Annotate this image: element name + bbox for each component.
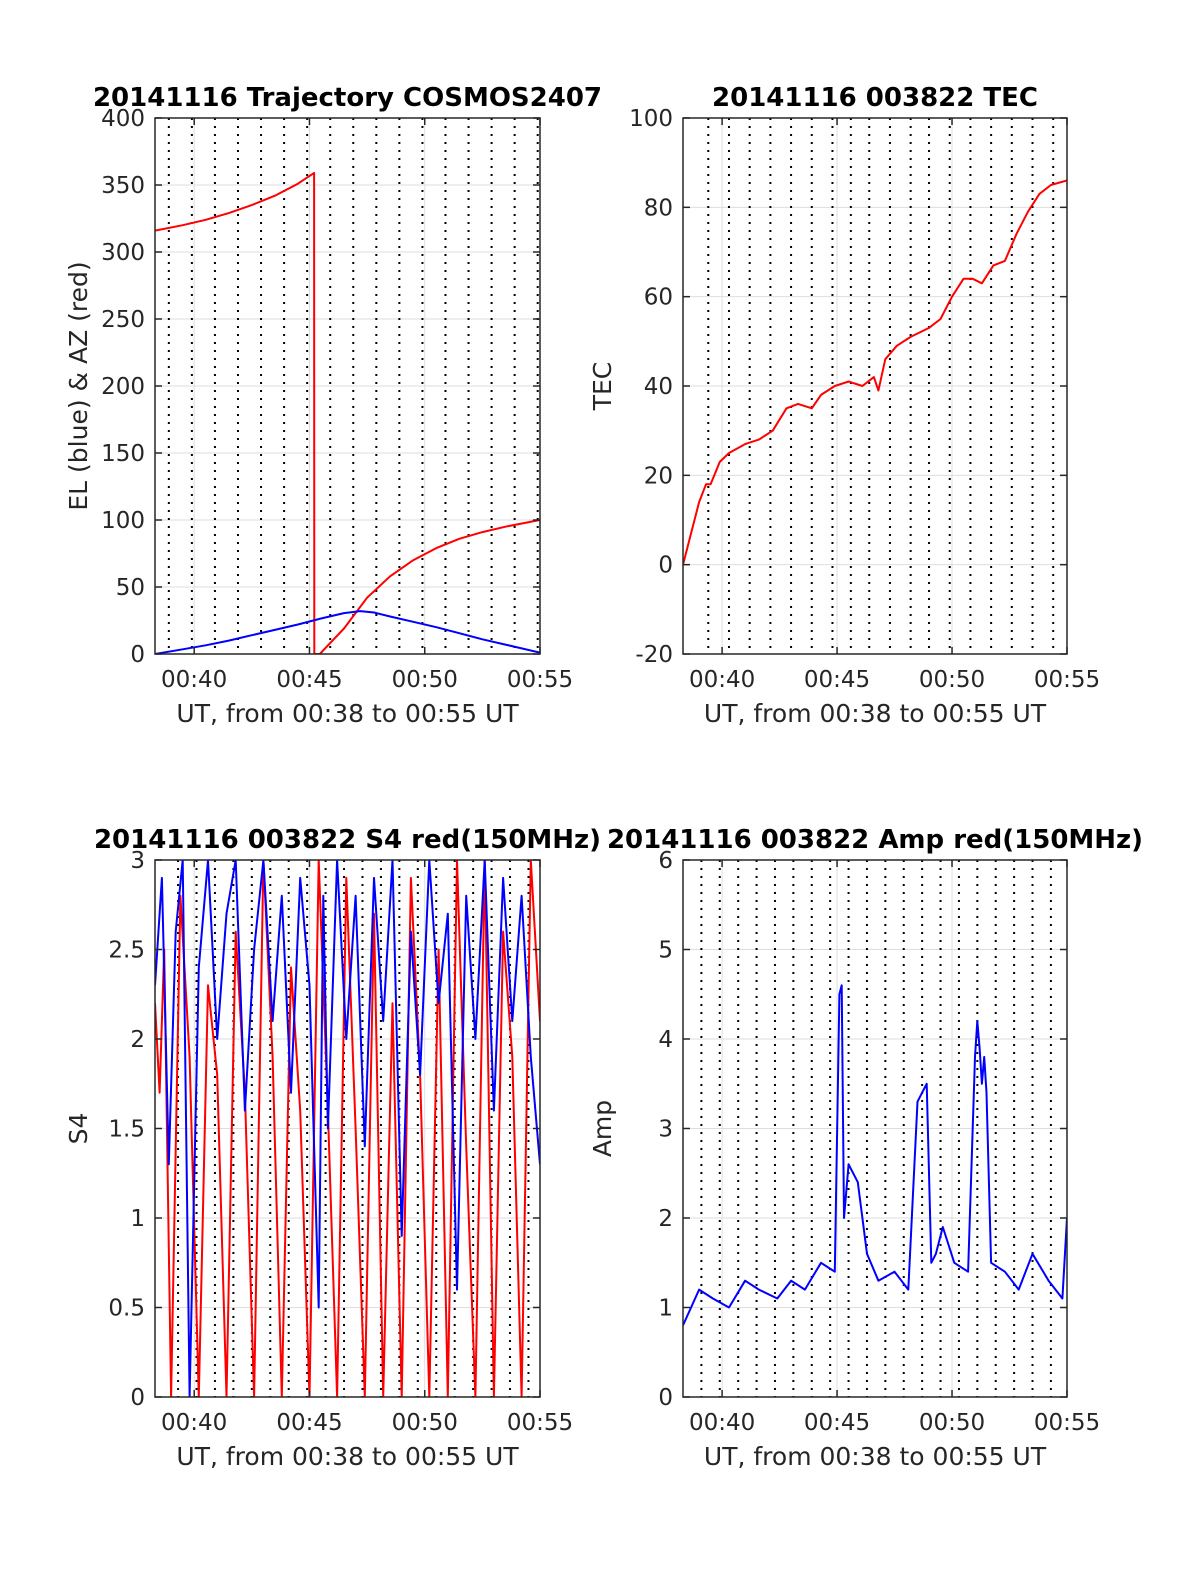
y-tick-label: 3 [130, 848, 145, 874]
y-tick-label: 250 [101, 307, 145, 333]
x-tick-label: 00:40 [161, 1410, 227, 1436]
chart-title: 20141116 003822 Amp red(150MHz) [607, 825, 1143, 855]
x-tick-label: 00:55 [1034, 1410, 1100, 1436]
x-tick-label: 00:50 [392, 1410, 458, 1436]
chart-s4: 0 0.5 1 1.5 2 2.5 3 00:40 00:45 00:50 00:55 2014111… [64, 825, 601, 1471]
series-line-tec [683, 179, 1067, 565]
x-axis-label: UT, from 00:38 to 00:55 UT [704, 699, 1047, 728]
y-tick-label: 350 [101, 173, 145, 199]
y-tick-label: 1.5 [108, 1117, 145, 1143]
y-tick-label: 1 [658, 1296, 673, 1322]
y-tick-label: 0 [658, 1385, 673, 1411]
x-tick-label: 00:45 [276, 1410, 342, 1436]
series-line-el [155, 610, 540, 654]
y-tick-label: 3 [658, 1117, 673, 1143]
x-tick-label: 00:40 [689, 667, 755, 693]
x-tick-label: 00:55 [507, 667, 573, 693]
x-tick-label: 00:50 [919, 667, 985, 693]
y-tick-label: -20 [635, 642, 673, 668]
y-axis-label: EL (blue) & AZ (red) [64, 261, 93, 510]
y-tick-label: 80 [644, 195, 673, 221]
y-tick-label: 0.5 [108, 1296, 145, 1322]
x-axis-label: UT, from 00:38 to 00:55 UT [176, 1442, 519, 1471]
chart-title: 20141116 003822 S4 red(150MHz) [94, 825, 601, 855]
chart-title: 20141116 003822 TEC [712, 83, 1038, 113]
y-tick-label: 0 [130, 1385, 145, 1411]
y-tick-label: 100 [629, 106, 673, 132]
y-tick-label: 200 [101, 374, 145, 400]
x-tick-label: 00:55 [1034, 667, 1100, 693]
y-tick-label: 300 [101, 240, 145, 266]
chart-trajectory: 0 50 100 150 200 250 300 350 400 00:40 00:45 00:50 0… [64, 83, 602, 728]
series-line-s4-red [155, 860, 540, 1397]
x-tick-label: 00:45 [804, 1410, 870, 1436]
y-axis-label: TEC [588, 362, 617, 412]
x-tick-label: 00:40 [161, 667, 227, 693]
y-tick-label: 100 [101, 508, 145, 534]
chart-tec: -20 0 20 40 60 80 100 00:40 00:45 00:50 00:55 20141… [588, 83, 1100, 728]
y-tick-label: 6 [658, 848, 673, 874]
y-tick-label: 2 [658, 1206, 673, 1232]
x-tick-label: 00:45 [276, 667, 342, 693]
series-line-s4-blue [155, 860, 540, 1397]
y-axis-label: S4 [64, 1113, 93, 1145]
x-tick-label: 00:50 [392, 667, 458, 693]
y-tick-label: 0 [130, 642, 145, 668]
y-tick-label: 0 [658, 553, 673, 579]
y-tick-label: 5 [658, 938, 673, 964]
y-axis-label: Amp [588, 1100, 617, 1157]
series-line-amp [683, 984, 1067, 1326]
y-tick-label: 400 [101, 106, 145, 132]
x-axis-label: UT, from 00:38 to 00:55 UT [704, 1442, 1047, 1471]
y-tick-label: 40 [644, 374, 673, 400]
y-tick-label: 20 [644, 463, 673, 489]
x-tick-label: 00:50 [919, 1410, 985, 1436]
x-tick-label: 00:40 [689, 1410, 755, 1436]
y-tick-label: 4 [658, 1027, 673, 1053]
chart-amp: 0 1 2 3 4 5 6 00:40 00:45 00:50 00:55 20141116 0038… [588, 825, 1143, 1471]
y-tick-label: 60 [644, 285, 673, 311]
y-tick-label: 2 [130, 1027, 145, 1053]
y-tick-label: 150 [101, 441, 145, 467]
series-line-az [155, 171, 540, 654]
x-tick-label: 00:55 [507, 1410, 573, 1436]
x-axis-label: UT, from 00:38 to 00:55 UT [176, 699, 519, 728]
x-tick-label: 00:45 [804, 667, 870, 693]
chart-title: 20141116 Trajectory COSMOS2407 [93, 83, 602, 113]
y-tick-label: 2.5 [108, 938, 145, 964]
y-tick-label: 1 [130, 1206, 145, 1232]
y-tick-label: 50 [116, 575, 145, 601]
